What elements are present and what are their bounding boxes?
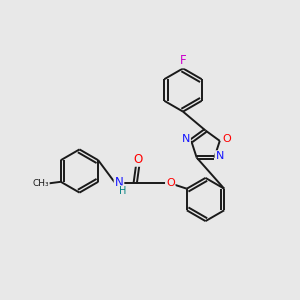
Text: O: O — [222, 134, 231, 144]
Text: O: O — [166, 178, 175, 188]
Text: CH₃: CH₃ — [32, 179, 49, 188]
Text: N: N — [115, 176, 123, 189]
Text: N: N — [182, 134, 190, 144]
Text: H: H — [119, 186, 126, 196]
Text: F: F — [180, 54, 186, 68]
Text: O: O — [134, 153, 143, 166]
Text: N: N — [215, 151, 224, 161]
